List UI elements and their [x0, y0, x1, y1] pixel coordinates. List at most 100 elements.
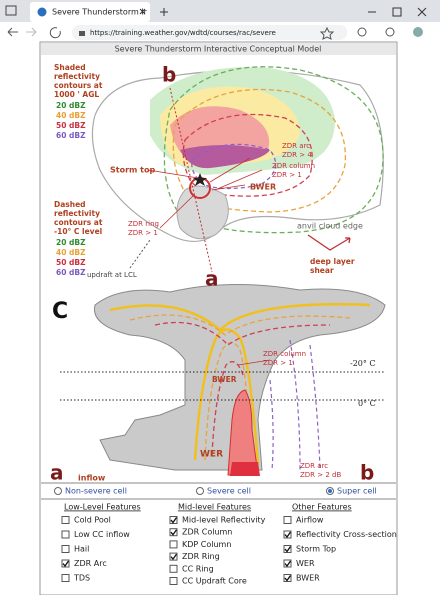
- shear-label: deep layer: [310, 257, 355, 266]
- zdr-column-label: ZDR column: [272, 162, 315, 170]
- feature-label: Low CC inflow: [74, 530, 130, 539]
- temperature-levels: [60, 371, 385, 401]
- tab-actions-icon[interactable]: [5, 5, 17, 16]
- feature-label: ZDR Column: [182, 528, 232, 537]
- settings-icon[interactable]: [357, 27, 367, 37]
- checkbox[interactable]: [169, 540, 178, 549]
- storm-top-label: Storm top: [110, 166, 155, 175]
- shaded-level: 50 dBZ: [56, 121, 86, 130]
- page-title: Severe Thunderstorm Interactive Conceptu…: [115, 45, 322, 54]
- group-title: Mid-level Features: [178, 503, 251, 512]
- zdr-arc-label: ZDR arc: [282, 142, 310, 150]
- checkmark: [62, 560, 70, 568]
- bwer-label: BWER: [212, 375, 237, 384]
- dashed-title: reflectivity: [54, 209, 100, 218]
- close-window[interactable]: [417, 7, 427, 17]
- feature-label: WER: [296, 559, 315, 568]
- feature-label: TDS: [73, 574, 90, 583]
- shear-arrow: [307, 234, 351, 251]
- contour-red: [154, 321, 331, 456]
- contour-purple: [269, 339, 321, 471]
- feature-label: Storm Top: [296, 545, 336, 554]
- dashed-level: 20 dBZ: [56, 238, 86, 247]
- dashed-level: 60 dBZ: [56, 268, 86, 277]
- feature-label: Hail: [74, 545, 89, 554]
- checkbox[interactable]: [283, 530, 292, 539]
- tab-close[interactable]: [139, 8, 146, 15]
- checkbox[interactable]: [61, 516, 70, 524]
- shaded-title: reflectivity: [54, 72, 100, 81]
- temp-label: 0° C: [358, 399, 376, 408]
- cell-type-label: Super cell: [337, 487, 377, 496]
- checkmark: [284, 575, 292, 582]
- shear-label: shear: [310, 266, 334, 275]
- checkbox[interactable]: [283, 516, 292, 524]
- shaded-level: 20 dBZ: [56, 101, 86, 110]
- zdr-column-label: ZDR > 1: [272, 171, 302, 179]
- radio[interactable]: [196, 487, 204, 495]
- inflow-label: inflow: [78, 474, 106, 483]
- checkbox[interactable]: [61, 574, 70, 582]
- forward[interactable]: [26, 27, 37, 37]
- updraft-pointer: [129, 239, 151, 269]
- lock-icon: [79, 31, 85, 36]
- checkmark: [170, 517, 178, 524]
- checkbox[interactable]: [283, 559, 292, 568]
- dashed-50dbz: [182, 113, 313, 197]
- active-tab[interactable]: [30, 2, 150, 22]
- checkmark: [170, 553, 178, 561]
- feature-label: Airflow: [296, 516, 324, 525]
- maximize[interactable]: [392, 7, 402, 17]
- new-tab[interactable]: [160, 8, 168, 16]
- dashed-title: -10° C level: [54, 227, 102, 236]
- label-a: a: [205, 267, 219, 291]
- checkbox[interactable]: [169, 564, 178, 573]
- plan-view: [91, 66, 384, 273]
- checkbox[interactable]: [169, 516, 178, 524]
- dashed-level: 40 dBZ: [56, 248, 86, 257]
- favorite[interactable]: [319, 26, 335, 40]
- shaded-60dbz: [180, 145, 270, 169]
- feature-label: Reflectivity Cross-section: [296, 530, 397, 539]
- cell-type-label: Severe cell: [207, 487, 251, 496]
- checkbox[interactable]: [169, 577, 178, 585]
- zdr-column-label: ZDR > 1: [263, 359, 293, 367]
- label-c: C: [52, 299, 68, 324]
- checkbox[interactable]: [169, 552, 178, 561]
- dashed-title: Dashed: [54, 200, 86, 209]
- zdr-column-label: ZDR column: [263, 350, 306, 358]
- checkbox[interactable]: [169, 528, 178, 537]
- checkbox[interactable]: [61, 559, 70, 568]
- refresh[interactable]: [49, 27, 61, 39]
- zdr-arc-label: ZDR arc: [300, 462, 328, 470]
- address-bar[interactable]: [72, 25, 347, 40]
- back[interactable]: [7, 27, 18, 37]
- collections-icon[interactable]: [385, 27, 395, 37]
- shaded-level: 60 dBZ: [56, 131, 86, 140]
- checkbox[interactable]: [283, 574, 292, 582]
- feature-label: CC Ring: [182, 564, 214, 573]
- feature-label: BWER: [296, 574, 320, 583]
- favicon: [37, 7, 47, 17]
- dashed-level: 50 dBZ: [56, 258, 86, 267]
- checkmark: [170, 529, 178, 536]
- checkbox[interactable]: [61, 545, 70, 553]
- checkbox[interactable]: [61, 530, 70, 539]
- contour-yellow: [109, 303, 371, 332]
- dashed-title: contours at: [54, 218, 103, 227]
- checkbox[interactable]: [283, 545, 292, 553]
- radio[interactable]: [54, 487, 62, 495]
- updraft-label: updraft at LCL: [87, 271, 137, 279]
- feature-label: KDP Column: [182, 540, 231, 549]
- checkmark: [284, 546, 292, 553]
- title-bar: [41, 43, 396, 55]
- tab-title: Severe Thunderstorm Ir: [52, 8, 148, 17]
- shaded-title: Shaded: [54, 63, 86, 72]
- profile[interactable]: [413, 27, 423, 37]
- cloud: [93, 284, 386, 471]
- shaded-title: 1000 ' AGL: [54, 90, 99, 99]
- contour-yellow-stem: [193, 328, 260, 466]
- feature-label: Cold Pool: [74, 516, 111, 525]
- zdr-arc-fill: [230, 462, 260, 476]
